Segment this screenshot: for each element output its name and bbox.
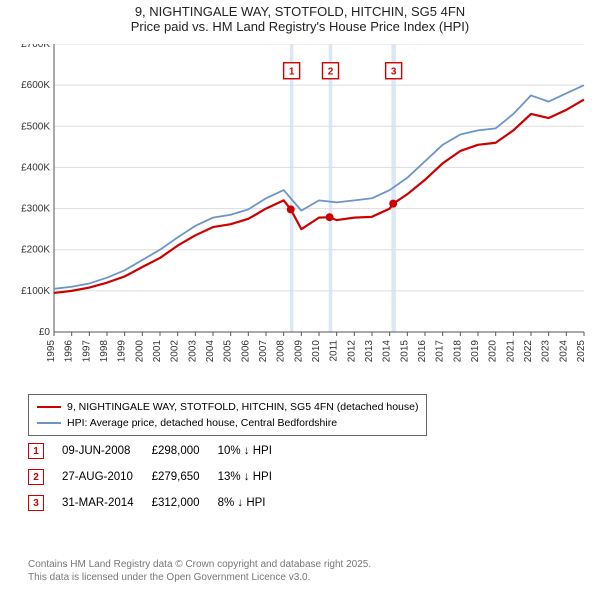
svg-text:£100K: £100K [21, 286, 50, 297]
event-delta: 10% ↓ HPI [218, 438, 290, 464]
svg-text:£0: £0 [39, 327, 51, 338]
event-row: 2 27-AUG-2010£279,65013% ↓ HPI [28, 464, 290, 490]
svg-text:2002: 2002 [170, 340, 181, 363]
legend-label-2: HPI: Average price, detached house, Cent… [67, 415, 337, 431]
svg-text:2024: 2024 [558, 340, 569, 363]
chart: £0 £100K £200K £300K £400K £500K £600K £700K 199… [16, 44, 586, 364]
svg-text:2016: 2016 [417, 340, 428, 363]
event-badge: 1 [28, 443, 44, 459]
svg-text:2023: 2023 [541, 340, 552, 363]
svg-text:2017: 2017 [435, 340, 446, 363]
event-row: 1 09-JUN-2008£298,00010% ↓ HPI [28, 438, 290, 464]
svg-text:2003: 2003 [187, 340, 198, 363]
legend-label-1: 9, NIGHTINGALE WAY, STOTFOLD, HITCHIN, S… [67, 399, 418, 415]
svg-text:1998: 1998 [99, 340, 110, 363]
event-row: 3 31-MAR-2014£312,0008% ↓ HPI [28, 490, 290, 516]
svg-text:£400K: £400K [21, 162, 50, 173]
svg-text:£200K: £200K [21, 245, 50, 256]
svg-text:2020: 2020 [488, 340, 499, 363]
footer-line-1: Contains HM Land Registry data © Crown c… [28, 558, 371, 571]
event-badge: 3 [28, 495, 44, 511]
svg-text:2025: 2025 [576, 340, 586, 363]
svg-text:£500K: £500K [21, 121, 50, 132]
event-price: £298,000 [152, 438, 218, 464]
svg-text:2014: 2014 [382, 340, 393, 363]
event-table: 1 09-JUN-2008£298,00010% ↓ HPI 2 27-AUG-201… [28, 438, 290, 516]
svg-text:2004: 2004 [205, 340, 216, 363]
svg-text:1996: 1996 [64, 340, 75, 363]
svg-text:1997: 1997 [81, 340, 92, 363]
event-price: £279,650 [152, 464, 218, 490]
svg-text:£300K: £300K [21, 204, 50, 215]
footer-line-2: This data is licensed under the Open Gov… [28, 571, 371, 584]
event-price: £312,000 [152, 490, 218, 516]
svg-text:3: 3 [391, 67, 397, 78]
svg-text:1: 1 [289, 67, 295, 78]
chart-title: 9, NIGHTINGALE WAY, STOTFOLD, HITCHIN, S… [0, 0, 600, 19]
legend-item-2: HPI: Average price, detached house, Cent… [37, 415, 418, 431]
svg-text:£600K: £600K [21, 80, 50, 91]
svg-text:2019: 2019 [470, 340, 481, 363]
svg-text:2009: 2009 [293, 340, 304, 363]
svg-text:2007: 2007 [258, 340, 269, 363]
svg-text:£700K: £700K [21, 44, 50, 50]
svg-text:2015: 2015 [399, 340, 410, 363]
svg-text:2001: 2001 [152, 340, 163, 363]
chart-subtitle: Price paid vs. HM Land Registry's House … [0, 19, 600, 40]
svg-text:2010: 2010 [311, 340, 322, 363]
svg-text:2000: 2000 [134, 340, 145, 363]
svg-text:2012: 2012 [346, 340, 357, 363]
svg-text:2: 2 [328, 67, 334, 78]
event-date: 09-JUN-2008 [62, 438, 152, 464]
svg-text:1999: 1999 [117, 340, 128, 363]
event-date: 31-MAR-2014 [62, 490, 152, 516]
svg-text:2022: 2022 [523, 340, 534, 363]
legend: 9, NIGHTINGALE WAY, STOTFOLD, HITCHIN, S… [28, 394, 427, 436]
svg-text:2006: 2006 [240, 340, 251, 363]
svg-text:2008: 2008 [276, 340, 287, 363]
footer-attribution: Contains HM Land Registry data © Crown c… [28, 558, 371, 584]
svg-text:2021: 2021 [505, 340, 516, 363]
event-delta: 13% ↓ HPI [218, 464, 290, 490]
svg-text:2005: 2005 [223, 340, 234, 363]
svg-text:1995: 1995 [46, 340, 57, 363]
event-badge: 2 [28, 469, 44, 485]
legend-item-1: 9, NIGHTINGALE WAY, STOTFOLD, HITCHIN, S… [37, 399, 418, 415]
svg-text:2013: 2013 [364, 340, 375, 363]
event-date: 27-AUG-2010 [62, 464, 152, 490]
svg-text:2011: 2011 [329, 340, 340, 362]
svg-text:2018: 2018 [452, 340, 463, 363]
event-delta: 8% ↓ HPI [218, 490, 290, 516]
